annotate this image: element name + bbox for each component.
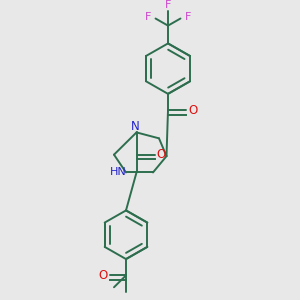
Text: O: O [98,269,107,282]
Text: O: O [157,148,166,161]
Text: F: F [145,12,151,22]
Text: HN: HN [110,167,127,177]
Text: F: F [165,1,171,10]
Text: F: F [185,12,191,22]
Text: N: N [130,120,140,133]
Text: O: O [188,104,197,117]
